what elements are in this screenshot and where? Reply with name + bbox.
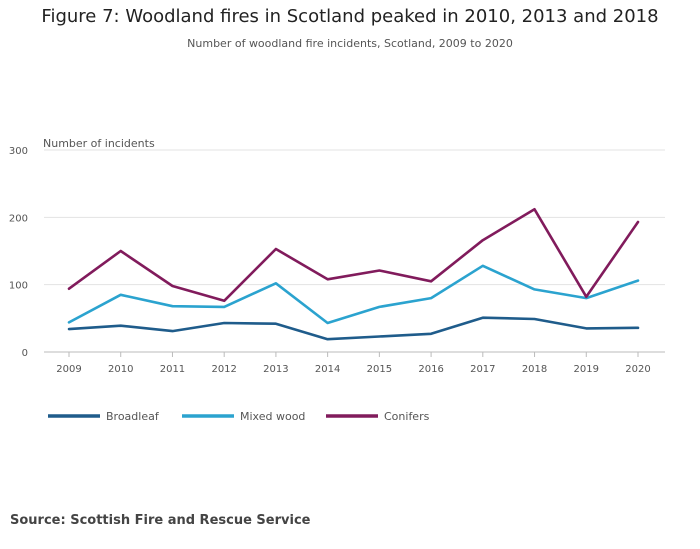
- x-tick-label: 2009: [56, 364, 81, 375]
- source-note: Source: Scottish Fire and Rescue Service: [10, 513, 311, 528]
- y-tick-label: 300: [9, 146, 28, 157]
- x-tick-label: 2015: [367, 364, 392, 375]
- legend: Broadleaf Mixed wood Conifers: [48, 410, 430, 423]
- series-line-mixed-wood: [67, 264, 640, 325]
- legend-label-mixed-wood: Mixed wood: [240, 410, 305, 423]
- x-tick-label: 2018: [522, 364, 547, 375]
- x-axis-ticks: 2009 2010 2011 2012 2013 2014 2015 2016 2017 2018…: [56, 352, 651, 375]
- legend-label-broadleaf: Broadleaf: [106, 410, 160, 423]
- chart-subtitle: Number of woodland fire incidents, Scotl…: [187, 37, 513, 50]
- x-tick-label: 2011: [160, 364, 185, 375]
- y-tick-label: 0: [22, 348, 28, 359]
- x-tick-label: 2020: [625, 364, 650, 375]
- y-axis-ticks: 0 100 200 300: [9, 146, 28, 359]
- y-axis-label: Number of incidents: [43, 137, 155, 150]
- x-tick-label: 2016: [418, 364, 443, 375]
- x-tick-label: 2012: [211, 364, 236, 375]
- series-lines: [67, 208, 640, 341]
- series-line-conifers: [67, 208, 640, 303]
- series-line-broadleaf: [67, 316, 640, 341]
- y-tick-label: 200: [9, 213, 28, 224]
- x-tick-label: 2013: [263, 364, 288, 375]
- gridlines: [44, 149, 665, 286]
- x-tick-label: 2010: [108, 364, 133, 375]
- x-tick-label: 2019: [574, 364, 599, 375]
- chart-title: Figure 7: Woodland fires in Scotland pea…: [41, 6, 659, 27]
- legend-label-conifers: Conifers: [384, 410, 430, 423]
- x-tick-label: 2014: [315, 364, 340, 375]
- x-tick-label: 2017: [470, 364, 495, 375]
- y-tick-label: 100: [9, 281, 28, 292]
